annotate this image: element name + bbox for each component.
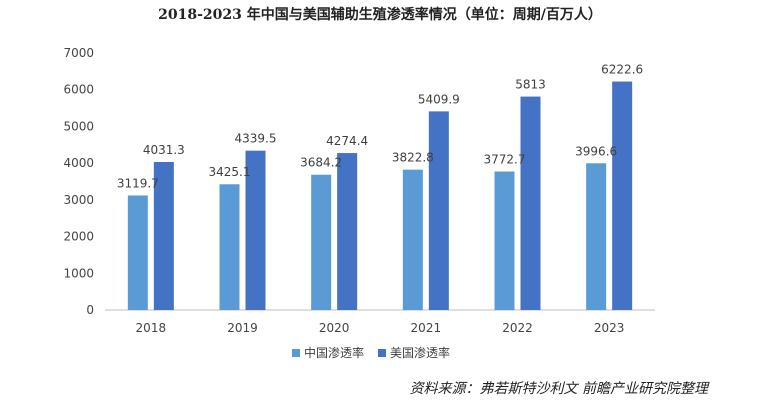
y-tick-label: 2000 xyxy=(63,230,94,244)
source-note: 资料来源：弗若斯特沙利文 前瞻产业研究院整理 xyxy=(409,381,708,397)
y-axis: 0 1000 2000 3000 4000 5000 6000 7000 xyxy=(63,46,94,317)
data-label: 3996.6 xyxy=(575,144,617,158)
legend-swatch xyxy=(378,349,386,357)
bar-china-2018 xyxy=(127,195,148,310)
data-label: 3822.8 xyxy=(392,151,434,165)
bar-usa-2019 xyxy=(245,150,266,310)
bar-usa-2020 xyxy=(337,153,358,310)
x-tick-label: 2021 xyxy=(411,321,442,335)
data-label: 3772.7 xyxy=(484,152,526,166)
y-tick-label: 0 xyxy=(86,303,94,317)
legend: 中国渗透率 美国渗透率 xyxy=(292,345,450,360)
data-label: 4339.5 xyxy=(235,132,277,146)
legend-label: 美国渗透率 xyxy=(390,345,450,360)
bar-usa-2018 xyxy=(153,161,174,310)
bar-usa-2022 xyxy=(520,96,541,310)
bar-usa-2021 xyxy=(428,111,449,310)
y-tick-label: 6000 xyxy=(63,83,94,97)
data-label: 5813 xyxy=(515,78,546,92)
legend-swatch xyxy=(292,349,300,357)
y-tick-label: 4000 xyxy=(63,156,94,170)
chart-title: 2018-2023 年中国与美国辅助生殖渗透率情况（单位：周期/百万人） xyxy=(158,7,602,23)
bar-china-2022 xyxy=(494,171,515,310)
x-tick-label: 2022 xyxy=(502,321,533,335)
y-tick-label: 7000 xyxy=(63,46,94,60)
bar-usa-2023 xyxy=(612,81,633,310)
x-tick-label: 2020 xyxy=(319,321,350,335)
x-axis: 2018 2019 2020 2021 2022 2023 xyxy=(105,309,655,335)
bar-china-2020 xyxy=(311,174,332,310)
x-tick-label: 2018 xyxy=(136,321,167,335)
y-tick-label: 5000 xyxy=(63,119,94,133)
bar-china-2019 xyxy=(219,184,240,310)
legend-label: 中国渗透率 xyxy=(304,345,364,360)
data-label: 4031.3 xyxy=(143,143,185,157)
x-tick-label: 2019 xyxy=(227,321,258,335)
data-label: 3119.7 xyxy=(117,176,159,190)
y-tick-label: 3000 xyxy=(63,193,94,207)
bar-china-2021 xyxy=(402,169,423,310)
bars xyxy=(127,81,633,310)
x-tick-label: 2023 xyxy=(594,321,625,335)
data-label: 3425.1 xyxy=(209,165,251,179)
data-label: 5409.9 xyxy=(418,92,460,106)
data-labels: 3119.7 4031.3 3425.1 4339.5 3684.2 4274.4 3822… xyxy=(117,63,643,191)
data-label: 3684.2 xyxy=(300,156,342,170)
data-label: 6222.6 xyxy=(601,63,643,77)
y-tick-label: 1000 xyxy=(63,266,94,280)
bar-china-2023 xyxy=(586,163,607,310)
data-label: 4274.4 xyxy=(326,134,368,148)
